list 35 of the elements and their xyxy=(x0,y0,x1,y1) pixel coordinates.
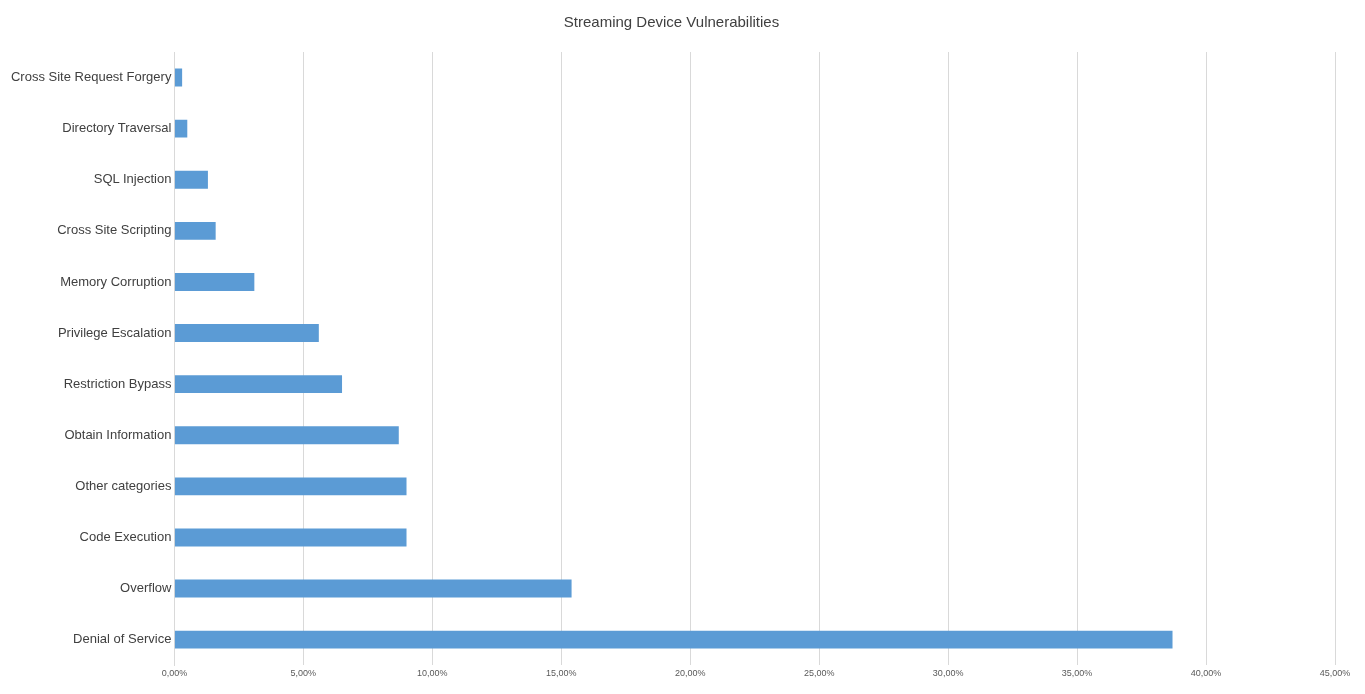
bar xyxy=(174,375,343,394)
chart-title: Streaming Device Vulnerabilities xyxy=(563,13,780,31)
y-tick-label: Overflow xyxy=(120,580,172,596)
x-tick-label: 0,00% xyxy=(161,668,188,679)
y-tick-label: Code Execution xyxy=(79,529,172,545)
bar xyxy=(174,630,1173,649)
bar xyxy=(174,528,407,547)
y-tick-label: Obtain Information xyxy=(64,426,172,442)
bar xyxy=(174,477,407,496)
y-tick-label: Restriction Bypass xyxy=(63,375,172,391)
x-tick-label: 20,00% xyxy=(674,668,706,679)
bar xyxy=(174,68,183,87)
x-tick-label: 5,00% xyxy=(290,668,317,679)
y-tick-label: Directory Traversal xyxy=(62,120,172,136)
y-tick-label: Privilege Escalation xyxy=(57,324,172,340)
x-tick-label: 40,00% xyxy=(1190,668,1222,679)
bar xyxy=(174,170,208,189)
x-tick-label: 35,00% xyxy=(1061,668,1093,679)
y-tick-label: Cross Site Request Forgery xyxy=(10,69,172,85)
bar xyxy=(174,221,216,240)
bar xyxy=(174,119,188,138)
bar xyxy=(174,426,399,445)
y-tick-label: Denial of Service xyxy=(73,631,172,647)
bar xyxy=(174,579,572,598)
x-tick-label: 15,00% xyxy=(546,668,577,679)
y-tick-label: SQL Injection xyxy=(93,171,172,187)
y-tick-label: Memory Corruption xyxy=(60,273,172,289)
x-tick-label: 25,00% xyxy=(803,668,835,679)
y-tick-label: Other categories xyxy=(75,477,172,493)
bar xyxy=(174,324,319,342)
x-tick-label: 45,00% xyxy=(1319,668,1351,679)
x-tick-label: 10,00% xyxy=(417,668,448,679)
y-tick-label: Cross Site Scripting xyxy=(57,222,172,238)
bar xyxy=(174,273,255,291)
x-tick-label: 30,00% xyxy=(932,668,964,679)
